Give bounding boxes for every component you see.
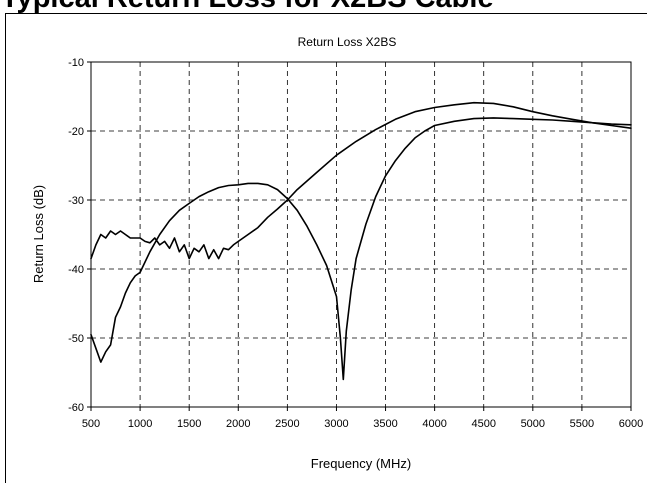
chart-border xyxy=(5,13,647,483)
x-tick-label: 6000 xyxy=(619,418,643,430)
y-tick-label: -20 xyxy=(68,126,84,138)
y-tick-label: -50 xyxy=(68,333,84,345)
x-tick-label: 2500 xyxy=(275,418,299,430)
page-heading-clip: Typical Return Loss for X2BS Cable xyxy=(0,0,647,13)
series-line-1 xyxy=(90,117,632,381)
series-line-2 xyxy=(90,101,632,260)
y-tick-label: -40 xyxy=(68,264,84,276)
x-axis-ticks: 500 1000 1500 2000 2500 3000 3500 4000 4500 5000 5… xyxy=(82,407,643,430)
x-tick-label: 4500 xyxy=(471,418,495,430)
x-tick-label: 1000 xyxy=(128,418,152,430)
x-tick-label: 5500 xyxy=(570,418,594,430)
x-tick-label: 4000 xyxy=(422,418,446,430)
x-tick-label: 3500 xyxy=(373,418,397,430)
x-tick-label: 3000 xyxy=(324,418,348,430)
y-axis-ticks: -10 -20 -30 -40 -50 -60 xyxy=(68,57,91,414)
x-tick-label: 5000 xyxy=(521,418,545,430)
y-tick-label: -10 xyxy=(68,57,84,69)
chart-title: Return Loss X2BS xyxy=(298,35,397,49)
y-tick-label: -60 xyxy=(68,402,84,414)
x-tick-label: 1500 xyxy=(177,418,201,430)
plot-area xyxy=(90,61,632,408)
x-axis-title: Frequency (MHz) xyxy=(311,456,411,471)
y-axis-title: Return Loss (dB) xyxy=(31,185,46,283)
y-tick-label: -30 xyxy=(68,195,84,207)
series-group xyxy=(90,101,632,381)
page-heading: Typical Return Loss for X2BS Cable xyxy=(1,0,494,13)
grid-lines xyxy=(91,62,631,407)
x-tick-label: 2000 xyxy=(226,418,250,430)
x-tick-label: 500 xyxy=(82,418,100,430)
